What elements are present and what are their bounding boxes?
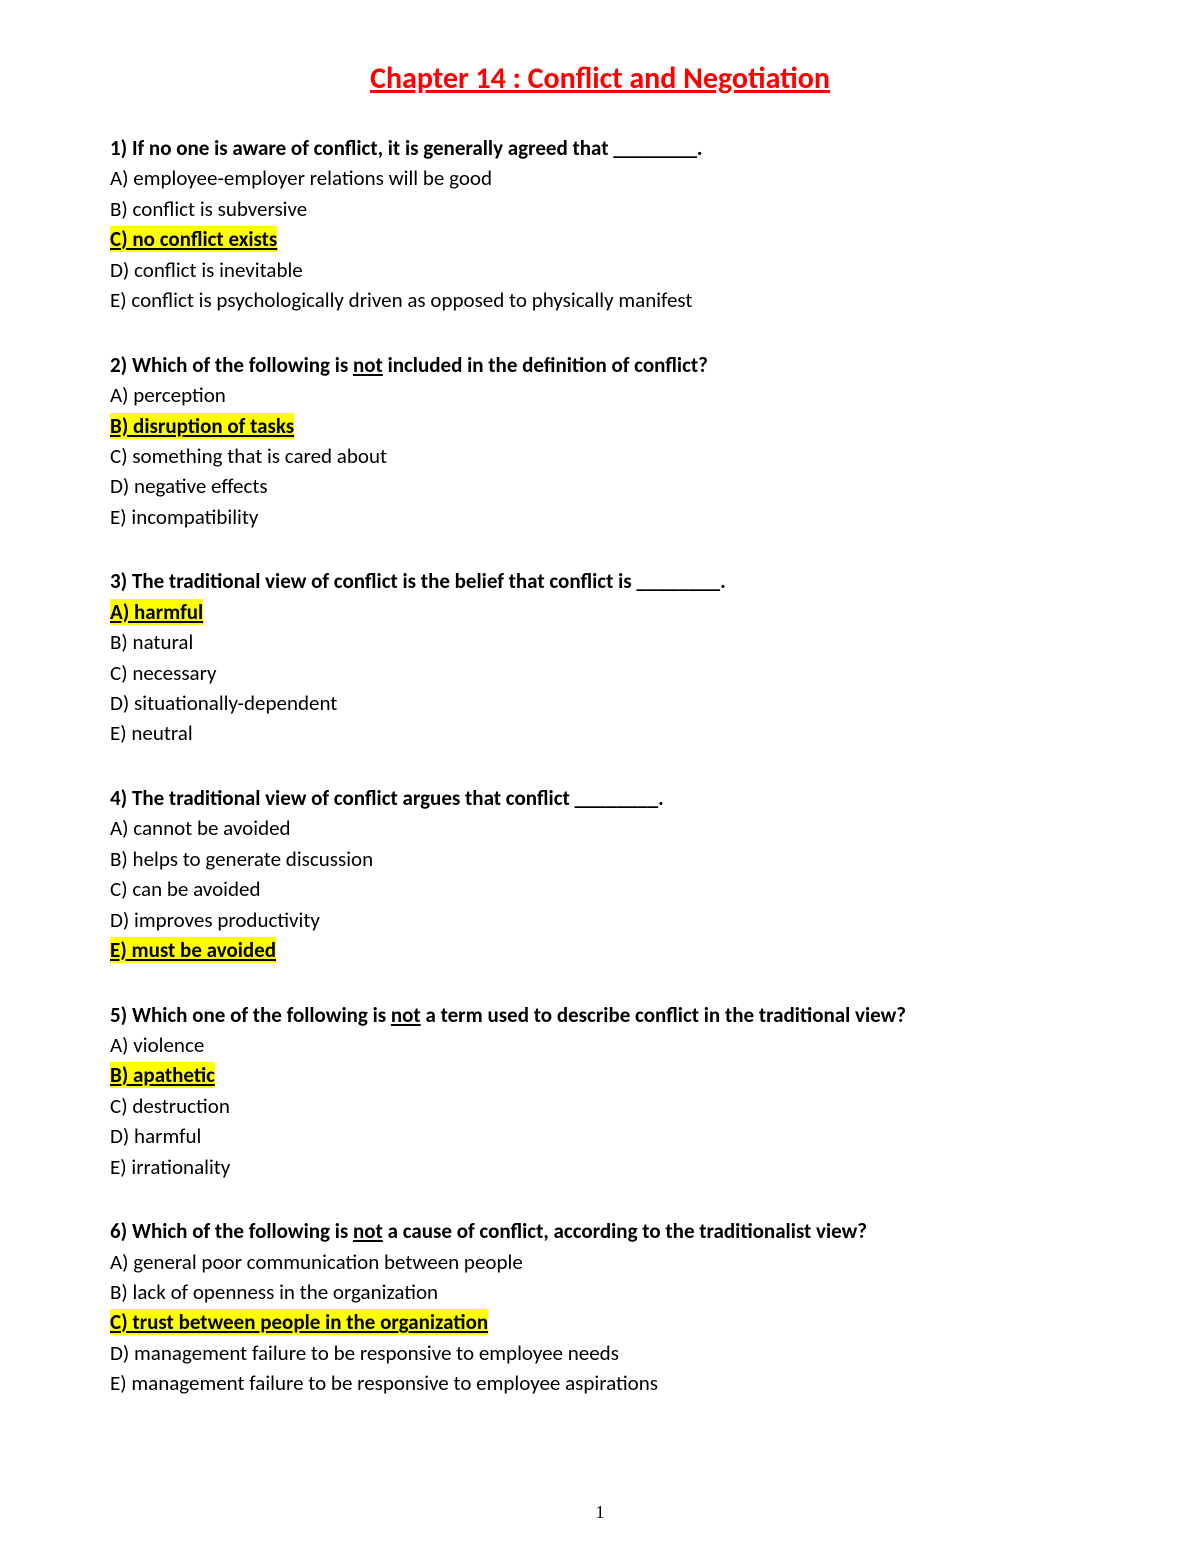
option-line: E) must be avoided — [110, 935, 1090, 965]
question-number: 1) — [110, 135, 132, 161]
question-text: Which one of the following is — [132, 1002, 391, 1028]
question-number: 6) — [110, 1218, 132, 1244]
question-text: a cause of conflict, according to the tr… — [383, 1218, 867, 1244]
question-block: 2) Which of the following is not include… — [110, 350, 1090, 533]
option-line: E) irrationality — [110, 1152, 1090, 1182]
option-line: D) conflict is inevitable — [110, 255, 1090, 285]
option-text: E) neutral — [110, 720, 193, 746]
option-text: B) lack of openness in the organization — [110, 1279, 438, 1305]
option-text-correct: A) harmful — [110, 599, 203, 625]
option-line: E) neutral — [110, 718, 1090, 748]
option-text: C) destruction — [110, 1093, 230, 1119]
question-text-underlined: not — [353, 352, 383, 378]
question-stem: 1) If no one is aware of conflict, it is… — [110, 133, 1090, 163]
option-line: C) destruction — [110, 1091, 1090, 1121]
option-line: B) helps to generate discussion — [110, 844, 1090, 874]
option-text: D) conflict is inevitable — [110, 257, 303, 283]
option-text: D) improves productivity — [110, 907, 320, 933]
question-text-underlined: not — [353, 1218, 383, 1244]
option-line: E) conflict is psychologically driven as… — [110, 285, 1090, 315]
question-text: a term used to describe conflict in the … — [421, 1002, 906, 1028]
page-title: Chapter 14 : Conflict and Negotiation — [110, 60, 1090, 97]
option-line: C) trust between people in the organizat… — [110, 1307, 1090, 1337]
option-text: D) management failure to be responsive t… — [110, 1340, 619, 1366]
option-text: B) natural — [110, 629, 193, 655]
option-text: C) can be avoided — [110, 876, 261, 902]
option-line: A) perception — [110, 380, 1090, 410]
option-line: B) lack of openness in the organization — [110, 1277, 1090, 1307]
option-line: A) general poor communication between pe… — [110, 1247, 1090, 1277]
option-text-correct: B) apathetic — [110, 1062, 215, 1088]
question-block: 4) The traditional view of conflict argu… — [110, 783, 1090, 966]
option-line: A) violence — [110, 1030, 1090, 1060]
question-number: 3) — [110, 568, 132, 594]
option-line: A) harmful — [110, 597, 1090, 627]
page-number: 1 — [0, 1502, 1200, 1523]
question-stem: 5) Which one of the following is not a t… — [110, 1000, 1090, 1030]
question-text: Which of the following is — [132, 352, 353, 378]
option-text-correct: C) trust between people in the organizat… — [110, 1309, 488, 1335]
question-stem: 2) Which of the following is not include… — [110, 350, 1090, 380]
option-text: A) perception — [110, 382, 226, 408]
option-line: D) negative effects — [110, 471, 1090, 501]
option-text-correct: B) disruption of tasks — [110, 413, 294, 439]
question-text: If no one is aware of conflict, it is ge… — [132, 135, 703, 161]
option-line: E) management failure to be responsive t… — [110, 1368, 1090, 1398]
question-block: 1) If no one is aware of conflict, it is… — [110, 133, 1090, 316]
option-text: A) employee-employer relations will be g… — [110, 165, 492, 191]
option-text: C) necessary — [110, 660, 217, 686]
question-block: 6) Which of the following is not a cause… — [110, 1216, 1090, 1399]
option-line: D) situationally-dependent — [110, 688, 1090, 718]
question-text: included in the definition of conflict? — [383, 352, 708, 378]
option-line: D) harmful — [110, 1121, 1090, 1151]
option-line: E) incompatibility — [110, 502, 1090, 532]
option-line: D) management failure to be responsive t… — [110, 1338, 1090, 1368]
option-text: B) helps to generate discussion — [110, 846, 373, 872]
option-text: E) incompatibility — [110, 504, 258, 530]
option-line: B) conflict is subversive — [110, 194, 1090, 224]
question-number: 5) — [110, 1002, 132, 1028]
option-text: E) management failure to be responsive t… — [110, 1370, 658, 1396]
option-text-correct: E) must be avoided — [110, 937, 276, 963]
question-text: Which of the following is — [132, 1218, 353, 1244]
option-text-correct: C) no conflict exists — [110, 226, 277, 252]
question-text: The traditional view of conflict argues … — [132, 785, 664, 811]
option-text: B) conflict is subversive — [110, 196, 307, 222]
option-text: D) harmful — [110, 1123, 201, 1149]
option-text: A) violence — [110, 1032, 204, 1058]
option-line: C) can be avoided — [110, 874, 1090, 904]
option-text: D) situationally-dependent — [110, 690, 337, 716]
option-text: A) cannot be avoided — [110, 815, 291, 841]
question-text-underlined: not — [391, 1002, 421, 1028]
document-page: Chapter 14 : Conflict and Negotiation 1)… — [0, 0, 1200, 1553]
option-line: A) cannot be avoided — [110, 813, 1090, 843]
option-text: D) negative effects — [110, 473, 268, 499]
question-stem: 3) The traditional view of conflict is t… — [110, 566, 1090, 596]
option-text: E) irrationality — [110, 1154, 230, 1180]
question-block: 3) The traditional view of conflict is t… — [110, 566, 1090, 749]
questions-container: 1) If no one is aware of conflict, it is… — [110, 133, 1090, 1399]
option-line: C) necessary — [110, 658, 1090, 688]
option-text: E) conflict is psychologically driven as… — [110, 287, 692, 313]
option-line: B) apathetic — [110, 1060, 1090, 1090]
option-line: C) no conflict exists — [110, 224, 1090, 254]
question-number: 2) — [110, 352, 132, 378]
question-number: 4) — [110, 785, 132, 811]
option-line: A) employee-employer relations will be g… — [110, 163, 1090, 193]
option-line: C) something that is cared about — [110, 441, 1090, 471]
option-line: D) improves productivity — [110, 905, 1090, 935]
question-block: 5) Which one of the following is not a t… — [110, 1000, 1090, 1183]
option-line: B) disruption of tasks — [110, 411, 1090, 441]
option-line: B) natural — [110, 627, 1090, 657]
option-text: A) general poor communication between pe… — [110, 1249, 523, 1275]
question-stem: 6) Which of the following is not a cause… — [110, 1216, 1090, 1246]
question-text: The traditional view of conflict is the … — [132, 568, 726, 594]
question-stem: 4) The traditional view of conflict argu… — [110, 783, 1090, 813]
option-text: C) something that is cared about — [110, 443, 387, 469]
